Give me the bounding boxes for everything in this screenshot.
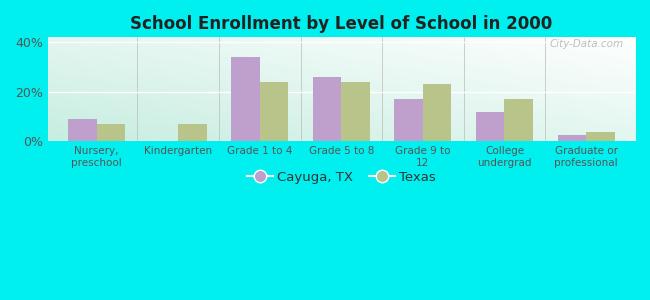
Bar (341, 82, 370, 142)
Bar (313, 77, 341, 142)
Bar (68, 119, 97, 142)
Bar (231, 57, 260, 142)
Bar (395, 99, 423, 142)
Legend: Cayuga, TX, Texas: Cayuga, TX, Texas (241, 166, 441, 189)
Bar (586, 132, 615, 142)
Bar (395, 99, 423, 142)
Bar (476, 112, 504, 142)
Bar (178, 124, 207, 142)
Bar (97, 124, 125, 142)
Bar (504, 99, 533, 142)
Bar (586, 132, 615, 142)
Bar (260, 82, 289, 142)
Title: School Enrollment by Level of School in 2000: School Enrollment by Level of School in … (130, 15, 552, 33)
Text: City-Data.com: City-Data.com (549, 39, 623, 50)
Bar (178, 124, 207, 142)
Bar (231, 57, 260, 142)
Bar (558, 135, 586, 142)
Bar (341, 82, 370, 142)
Bar (423, 84, 452, 142)
Bar (68, 119, 97, 142)
Bar (504, 99, 533, 142)
Bar (313, 77, 341, 142)
Bar (558, 135, 586, 142)
Bar (97, 124, 125, 142)
Bar (423, 84, 452, 142)
Bar (260, 82, 289, 142)
Bar (476, 112, 504, 142)
